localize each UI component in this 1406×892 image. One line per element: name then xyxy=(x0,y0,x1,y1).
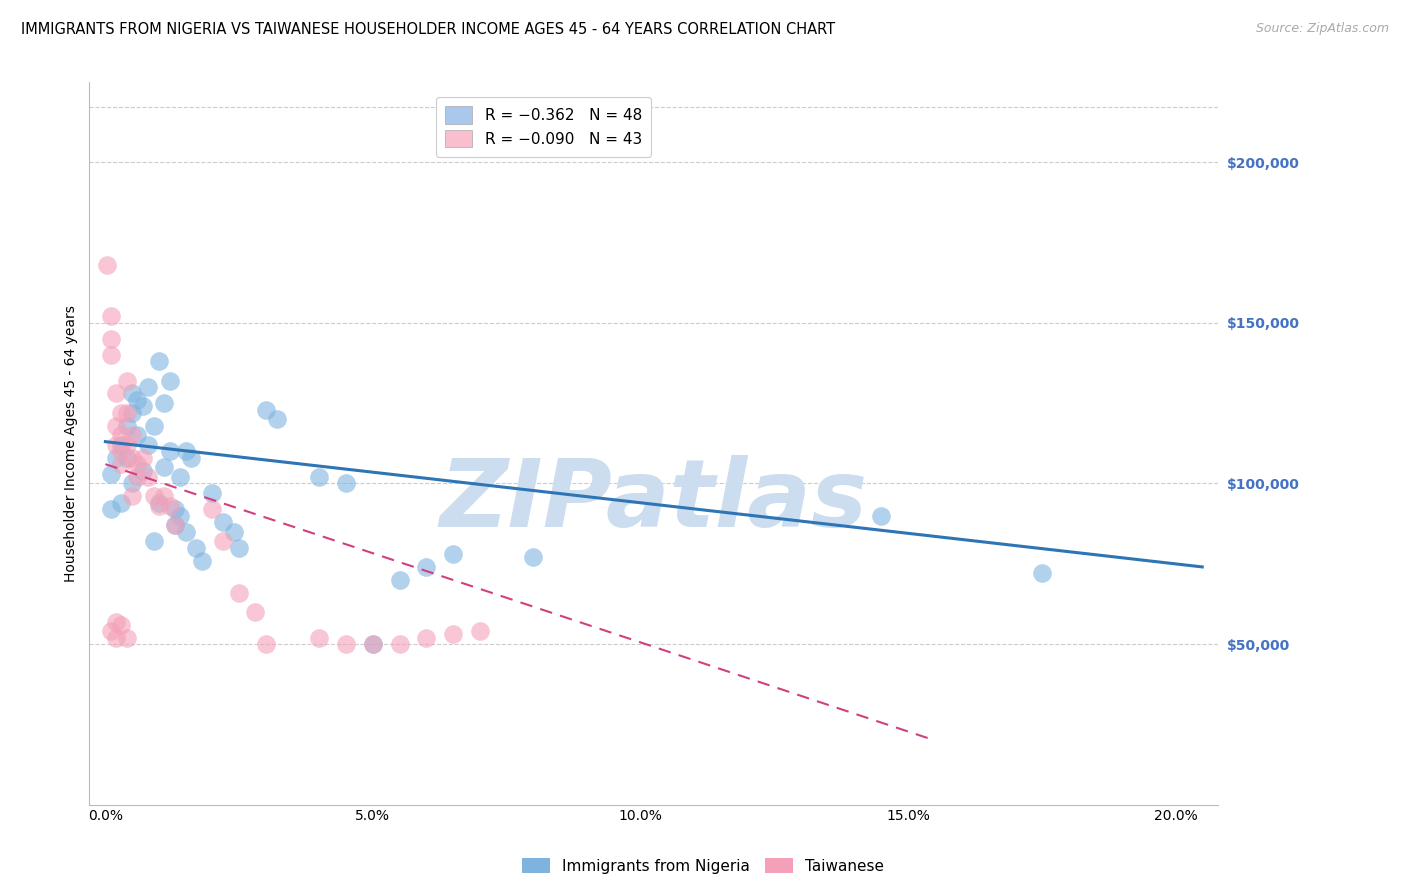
Point xyxy=(136,470,159,484)
Point xyxy=(105,615,128,629)
Point xyxy=(121,450,143,465)
Point xyxy=(115,438,138,452)
Y-axis label: Householder Income Ages 45 - 64 years: Householder Income Ages 45 - 64 years xyxy=(65,305,79,582)
Point xyxy=(121,489,143,503)
Point xyxy=(441,627,464,641)
Point xyxy=(243,605,266,619)
Point xyxy=(100,502,122,516)
Point xyxy=(148,354,170,368)
Point xyxy=(142,489,165,503)
Point xyxy=(361,637,384,651)
Text: Source: ZipAtlas.com: Source: ZipAtlas.com xyxy=(1256,22,1389,36)
Point xyxy=(186,541,208,555)
Point xyxy=(127,457,149,471)
Point xyxy=(110,444,132,458)
Point xyxy=(115,406,138,420)
Point xyxy=(142,534,165,549)
Point xyxy=(159,374,181,388)
Point xyxy=(110,428,132,442)
Point xyxy=(105,418,128,433)
Point xyxy=(222,524,245,539)
Point xyxy=(441,547,464,561)
Point xyxy=(361,637,384,651)
Point xyxy=(127,470,149,484)
Point xyxy=(174,524,197,539)
Text: IMMIGRANTS FROM NIGERIA VS TAIWANESE HOUSEHOLDER INCOME AGES 45 - 64 YEARS CORRE: IMMIGRANTS FROM NIGERIA VS TAIWANESE HOU… xyxy=(21,22,835,37)
Point xyxy=(201,486,224,500)
Point xyxy=(115,450,138,465)
Point xyxy=(100,467,122,481)
Point xyxy=(415,560,437,574)
Point xyxy=(100,348,122,362)
Point xyxy=(105,438,128,452)
Point xyxy=(121,428,143,442)
Point xyxy=(228,541,250,555)
Point xyxy=(415,631,437,645)
Point xyxy=(335,476,357,491)
Point xyxy=(121,386,143,401)
Point xyxy=(335,637,357,651)
Point xyxy=(228,585,250,599)
Point xyxy=(159,499,181,513)
Point xyxy=(159,444,181,458)
Point xyxy=(100,310,122,324)
Point xyxy=(201,502,224,516)
Point xyxy=(105,631,128,645)
Point xyxy=(148,499,170,513)
Point xyxy=(468,624,491,639)
Point xyxy=(110,617,132,632)
Point xyxy=(212,515,235,529)
Point xyxy=(110,438,132,452)
Point xyxy=(522,550,544,565)
Point xyxy=(100,624,122,639)
Point xyxy=(148,496,170,510)
Legend: Immigrants from Nigeria, Taiwanese: Immigrants from Nigeria, Taiwanese xyxy=(516,852,890,880)
Point xyxy=(153,460,176,475)
Point xyxy=(96,258,118,272)
Point xyxy=(388,637,411,651)
Point xyxy=(127,392,149,407)
Point xyxy=(110,406,132,420)
Point xyxy=(121,406,143,420)
Point xyxy=(110,457,132,471)
Point xyxy=(266,412,288,426)
Point xyxy=(169,508,191,523)
Point xyxy=(115,631,138,645)
Point xyxy=(388,573,411,587)
Point xyxy=(190,553,212,567)
Point xyxy=(115,374,138,388)
Point xyxy=(110,496,132,510)
Point xyxy=(105,386,128,401)
Point xyxy=(169,470,191,484)
Point xyxy=(212,534,235,549)
Point xyxy=(132,450,155,465)
Point xyxy=(163,502,186,516)
Point xyxy=(121,476,143,491)
Legend: R = −0.362   N = 48, R = −0.090   N = 43: R = −0.362 N = 48, R = −0.090 N = 43 xyxy=(436,96,651,156)
Point xyxy=(132,400,155,414)
Point xyxy=(254,402,277,417)
Point xyxy=(136,380,159,394)
Point xyxy=(163,518,186,533)
Point xyxy=(153,489,176,503)
Text: ZIPatlas: ZIPatlas xyxy=(440,455,868,547)
Point xyxy=(100,332,122,346)
Point xyxy=(308,470,330,484)
Point xyxy=(174,444,197,458)
Point xyxy=(142,418,165,433)
Point xyxy=(254,637,277,651)
Point xyxy=(115,418,138,433)
Point xyxy=(308,631,330,645)
Point xyxy=(870,508,893,523)
Point xyxy=(105,450,128,465)
Point xyxy=(153,396,176,410)
Point xyxy=(136,438,159,452)
Point xyxy=(127,428,149,442)
Point xyxy=(180,450,202,465)
Point xyxy=(132,464,155,478)
Point xyxy=(1031,566,1053,581)
Point xyxy=(163,518,186,533)
